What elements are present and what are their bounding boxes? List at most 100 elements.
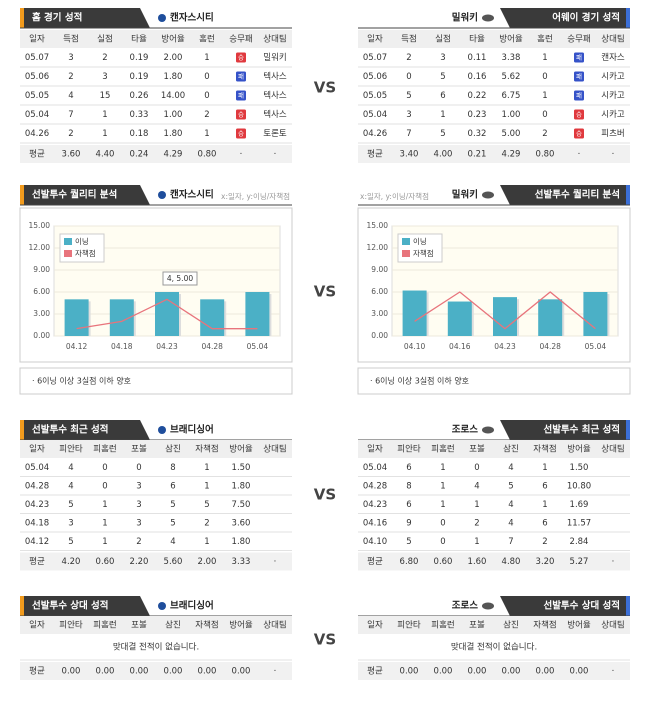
average-cell: 0.00 [232,667,251,677]
cell: 0.18 [130,129,149,139]
result: 승 [238,54,244,62]
cell: 토론토 [263,129,287,139]
team-name: 브래디싱어 [170,600,214,612]
cell: 0.32 [468,129,487,139]
cell: 0.33 [130,110,149,120]
team-name: 브래디싱어 [170,424,214,436]
average-cell: 평균 [29,149,45,160]
cell: 1 [204,481,209,491]
team-icon [482,426,494,434]
average-cell: 3.33 [232,557,251,567]
average-cell: 2.00 [198,557,217,567]
average-cell: 0.00 [198,667,217,677]
y-tick-label: 3.00 [33,309,50,318]
cell: 04.23 [25,500,49,510]
cell: 1.00 [164,110,183,120]
legend-swatch [402,250,410,257]
x-tick-label: 04.16 [449,342,471,351]
x-tick-label: 04.28 [201,342,223,351]
cell: 15 [100,91,111,101]
cell: 6.75 [502,91,521,101]
cell: 1.80 [232,481,251,491]
column-header: 피홈런 [93,620,116,631]
average-cell: 4.29 [164,150,183,160]
column-header: 피홈런 [93,444,116,455]
cell: 2 [204,518,209,528]
bar [200,299,225,336]
team-icon [158,426,166,434]
column-header: 승무패 [229,34,252,45]
accent [20,185,24,205]
y-tick-label: 3.00 [371,309,388,318]
cell: 7 [406,129,411,139]
cell: 4 [474,481,479,491]
average-cell: 3.60 [62,150,81,160]
cell: 04.28 [363,481,387,491]
vs: VS [314,486,336,504]
average-cell: 0.60 [96,557,115,567]
header-tab [24,185,150,205]
cell: 7.50 [232,500,251,510]
header-tab [500,420,626,440]
column-header: 타율 [131,35,147,45]
cell: 4 [68,481,73,491]
column-header: 일자 [367,35,383,45]
cell: 05.07 [363,53,387,63]
cell: 피츠버 [601,128,624,139]
header-tab [500,185,626,205]
cell: 2 [406,53,411,63]
cell: 2 [204,110,209,120]
cell: 4 [508,463,513,473]
cell: 7 [68,110,73,120]
table-head [358,440,630,458]
x-tick-label: 04.28 [539,342,561,351]
message: 맞대결 전적이 없습니다. [113,642,199,653]
column-header: 피안타 [59,620,83,631]
note: · 6이닝 이상 3실점 이하 양호 [32,376,131,386]
average-cell: 4.80 [502,557,521,567]
column-header: 피홈런 [431,620,454,631]
cell: 1 [474,537,479,547]
cell: 3 [406,110,411,120]
cell: 5 [204,500,209,510]
section-title: 선발투수 퀄리티 분석 [535,189,620,201]
cell: 0.22 [468,91,487,101]
cell: 캔자스 [601,52,625,63]
cell: 0 [204,91,209,101]
cell: 0 [136,463,141,473]
team-name: 밀워키 [452,189,478,201]
average-cell: · [612,557,615,567]
cell: 6 [406,500,411,510]
average-cell: 2.20 [130,557,149,567]
cell: 0.23 [468,110,487,120]
cell: 0 [102,481,107,491]
legend-label: 자책점 [75,248,96,258]
average-cell: 0.80 [198,150,217,160]
result: 승 [576,111,582,119]
average-cell: 0.00 [130,667,149,677]
column-header: 자책점 [533,444,556,455]
result: 패 [576,53,582,62]
table-head [358,616,630,634]
result-icon [236,71,246,82]
team-name: 조로스 [452,601,478,612]
vs: VS [314,631,336,649]
average-cell: 5.27 [570,557,589,567]
column-header: 타율 [469,35,485,45]
table-head [358,30,630,48]
result: 패 [576,91,582,100]
cell: 05.05 [363,91,387,101]
cell: 3 [136,500,141,510]
column-header: 방어율 [161,34,185,45]
bar [583,292,608,336]
cell: 0.26 [130,91,149,101]
average-row [20,662,292,680]
header-tab [24,596,150,616]
column-header: 실점 [97,34,113,45]
team-name: 밀워키 [452,12,478,24]
cell: 05.07 [25,53,49,63]
cell: 1 [474,500,479,510]
cell: 2 [542,537,547,547]
average-row [20,145,292,163]
